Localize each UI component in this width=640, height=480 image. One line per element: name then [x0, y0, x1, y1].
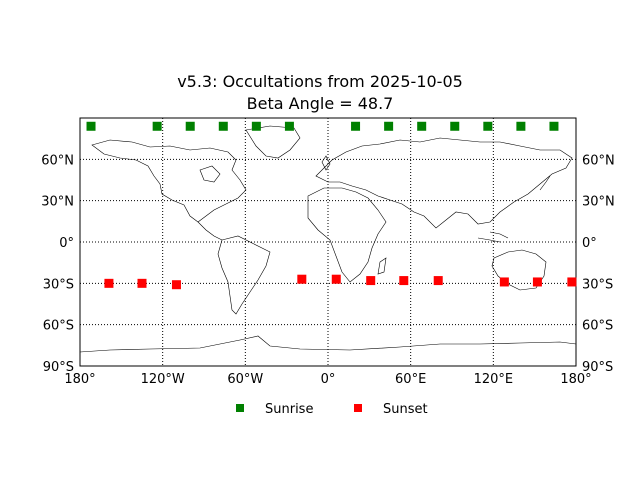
japan-coastline: [539, 175, 551, 191]
sunset-marker: [366, 276, 376, 286]
x-tick-label: 120°E: [474, 372, 514, 387]
grid: [80, 118, 576, 366]
legend: Sunrise Sunset: [236, 402, 428, 417]
sunrise-marker: [516, 121, 526, 131]
x-tick-label: 180°: [560, 372, 591, 387]
sunrise-marker: [450, 121, 460, 131]
sunrise-legend-marker: [236, 404, 244, 412]
sunset-marker: [137, 278, 147, 288]
y-tick-label-left: 60°N: [41, 153, 74, 168]
sunrise-marker: [384, 121, 394, 131]
sunset-marker: [297, 274, 307, 284]
sunrise-marker: [549, 121, 559, 131]
sunset-marker: [104, 278, 114, 288]
sunset-marker: [171, 280, 181, 290]
indonesia-coastline: [477, 231, 509, 243]
sunset-marker: [399, 276, 409, 286]
eurasia-coastline: [315, 137, 573, 229]
x-tick-label: 0°: [321, 372, 336, 387]
sunrise-legend-label: Sunrise: [265, 402, 313, 417]
y-tick-label-right: 60°S: [582, 319, 613, 334]
sunset-marker: [532, 277, 542, 287]
x-tick-label: 60°E: [395, 372, 426, 387]
sunrise-marker: [483, 121, 493, 131]
sunset-marker: [499, 277, 509, 287]
x-tick-label: 180°: [64, 372, 95, 387]
south-america-coastline: [217, 235, 271, 315]
y-tick-label-right: 0°: [582, 236, 597, 251]
y-tick-label-left: 30°N: [41, 195, 74, 210]
y-tick-label-right: 30°N: [582, 195, 615, 210]
sunset-marker: [433, 276, 443, 286]
sunrise-marker: [284, 121, 294, 131]
sunset-legend-label: Sunset: [383, 402, 428, 417]
y-tick-label-left: 60°S: [43, 319, 74, 334]
uk-coastline: [321, 155, 331, 171]
chart-title: v5.3: Occultations from 2025-10-05: [177, 72, 463, 91]
sunrise-marker: [218, 121, 228, 131]
greenland-coastline: [245, 125, 301, 159]
sunrise-marker: [152, 121, 162, 131]
sunset-marker: [567, 277, 577, 287]
x-tick-label: 120°W: [141, 372, 185, 387]
chart-subtitle: Beta Angle = 48.7: [246, 94, 394, 113]
y-tick-label-left: 90°S: [43, 360, 74, 375]
north-america-coastline: [91, 139, 247, 223]
sunrise-marker: [185, 121, 195, 131]
y-tick-label-right: 60°N: [582, 153, 615, 168]
sunset-legend-marker: [354, 404, 362, 412]
y-tick-label-right: 30°S: [582, 277, 613, 292]
central-america-coastline: [197, 221, 223, 241]
sunset-marker: [331, 274, 341, 284]
sunrise-marker: [417, 121, 427, 131]
antarctica-coastline: [79, 335, 577, 353]
sunrise-marker: [351, 121, 361, 131]
axes: 180° 120°W 60°W 0° 60°E 120°E 180°90°S 90°S60°S…: [41, 153, 615, 387]
y-tick-label-left: 30°S: [43, 277, 74, 292]
plot-frame: [79, 117, 577, 367]
x-tick-label: 60°W: [227, 372, 263, 387]
sunrise-marker: [86, 121, 96, 131]
madagascar-coastline: [377, 257, 387, 275]
data-points: [86, 121, 577, 290]
hudson-bay: [199, 165, 221, 183]
y-tick-label-right: 90°S: [582, 360, 613, 375]
y-tick-label-left: 0°: [59, 236, 74, 251]
sunrise-marker: [251, 121, 261, 131]
africa-coastline: [307, 187, 387, 283]
